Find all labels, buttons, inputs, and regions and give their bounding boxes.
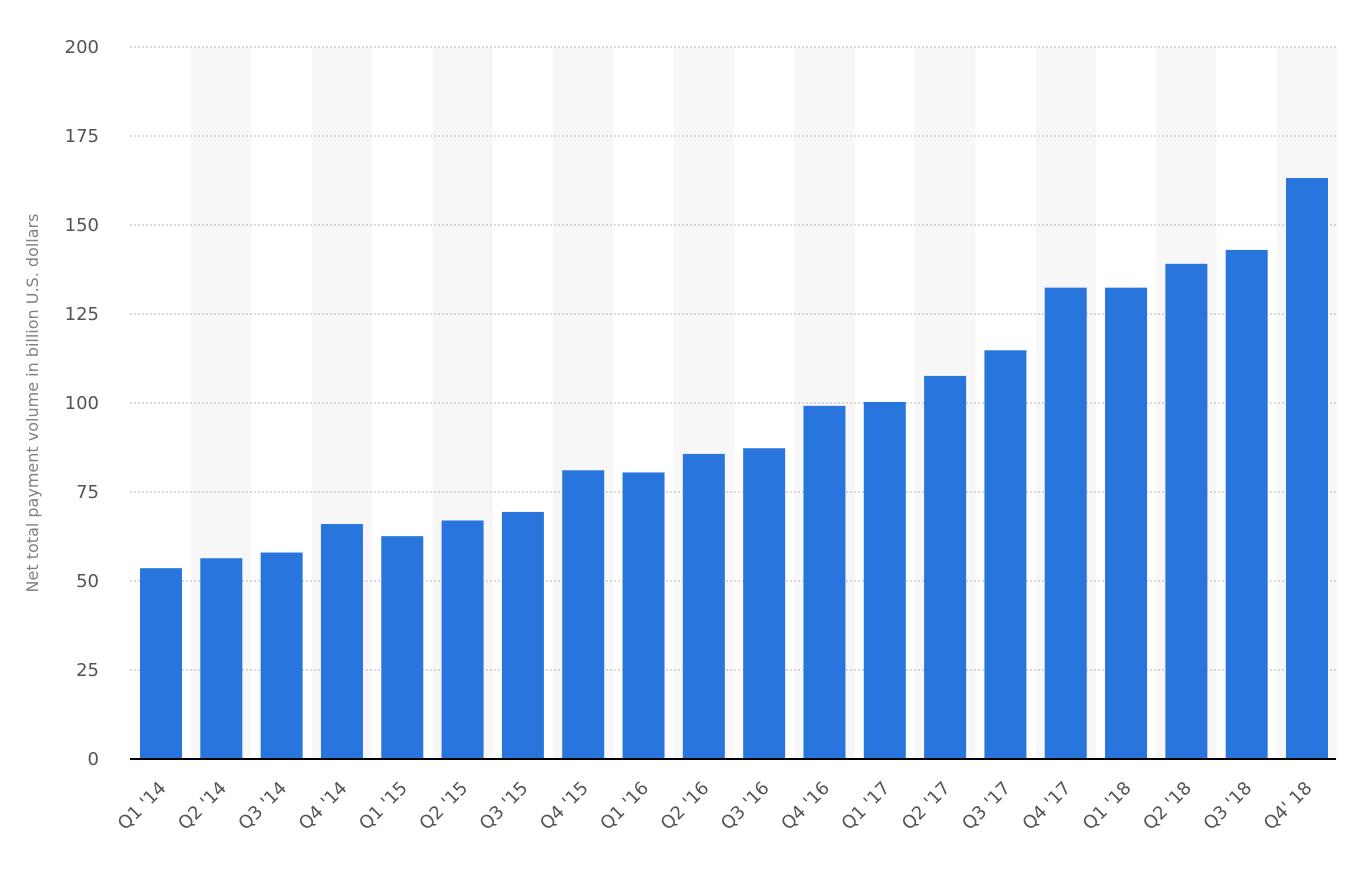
x-tick-label: Q4 '17 bbox=[1019, 778, 1076, 835]
bar[interactable] bbox=[1165, 263, 1208, 759]
x-tick-label: Q1 '16 bbox=[596, 778, 653, 835]
y-tick-label: 175 bbox=[65, 126, 99, 147]
bars bbox=[140, 178, 1328, 760]
y-tick-label: 75 bbox=[76, 482, 99, 503]
x-tick-labels: Q1 '14 Q2 '14 Q3 '14 Q4 '14 Q1 '15 Q2 '15 Q3 '… bbox=[114, 778, 1317, 835]
bar[interactable] bbox=[743, 448, 786, 759]
x-tick-label: Q3 '14 bbox=[234, 778, 291, 835]
x-tick-label: Q2 '16 bbox=[657, 778, 714, 835]
bar[interactable] bbox=[1286, 178, 1328, 759]
bar[interactable] bbox=[1105, 287, 1148, 759]
y-tick-label: 125 bbox=[65, 304, 99, 325]
bar[interactable] bbox=[441, 520, 484, 759]
bar[interactable] bbox=[501, 511, 544, 759]
y-tick-label: 50 bbox=[76, 571, 99, 592]
x-tick-label: Q4 '15 bbox=[536, 778, 593, 835]
bar[interactable] bbox=[682, 453, 725, 759]
x-tick-label: Q4 '16 bbox=[777, 778, 834, 835]
x-tick-label: Q2 '17 bbox=[898, 778, 955, 835]
y-tick-label: 100 bbox=[65, 393, 99, 414]
bar[interactable] bbox=[200, 558, 243, 759]
bar[interactable] bbox=[863, 401, 906, 759]
x-tick-label: Q4' 18 bbox=[1260, 778, 1317, 835]
bar[interactable] bbox=[803, 405, 846, 759]
x-tick-label: Q2 '14 bbox=[174, 778, 231, 835]
x-tick-label: Q3 '18 bbox=[1200, 778, 1257, 835]
y-tick-label: 25 bbox=[76, 660, 99, 681]
bar[interactable] bbox=[1044, 287, 1087, 759]
x-tick-label: Q1 '15 bbox=[355, 778, 412, 835]
x-tick-label: Q2 '15 bbox=[415, 778, 472, 835]
y-tick-label: 150 bbox=[65, 215, 99, 236]
bar[interactable] bbox=[381, 536, 424, 759]
bar[interactable] bbox=[140, 568, 182, 759]
x-tick-label: Q3 '15 bbox=[476, 778, 533, 835]
bar[interactable] bbox=[622, 472, 665, 759]
bar[interactable] bbox=[562, 470, 605, 759]
x-tick-label: Q2 '18 bbox=[1139, 778, 1196, 835]
x-tick-label: Q3 '17 bbox=[958, 778, 1015, 835]
x-tick-label: Q1 '18 bbox=[1079, 778, 1136, 835]
x-tick-label: Q3 '16 bbox=[717, 778, 774, 835]
y-axis-title: Net total payment volume in billion U.S.… bbox=[23, 214, 42, 593]
bar[interactable] bbox=[320, 524, 363, 759]
bar[interactable] bbox=[984, 350, 1027, 759]
y-tick-label: 0 bbox=[88, 749, 99, 770]
bar[interactable] bbox=[924, 375, 967, 759]
x-tick-label: Q1 '14 bbox=[114, 778, 171, 835]
x-tick-label: Q1 '17 bbox=[838, 778, 895, 835]
bar[interactable] bbox=[260, 552, 303, 759]
x-tick-label: Q4 '14 bbox=[295, 778, 352, 835]
y-tick-label: 200 bbox=[65, 37, 99, 58]
y-tick-labels: 0 25 50 75 100 125 150 175 200 bbox=[65, 37, 99, 770]
bar[interactable] bbox=[1225, 249, 1268, 760]
